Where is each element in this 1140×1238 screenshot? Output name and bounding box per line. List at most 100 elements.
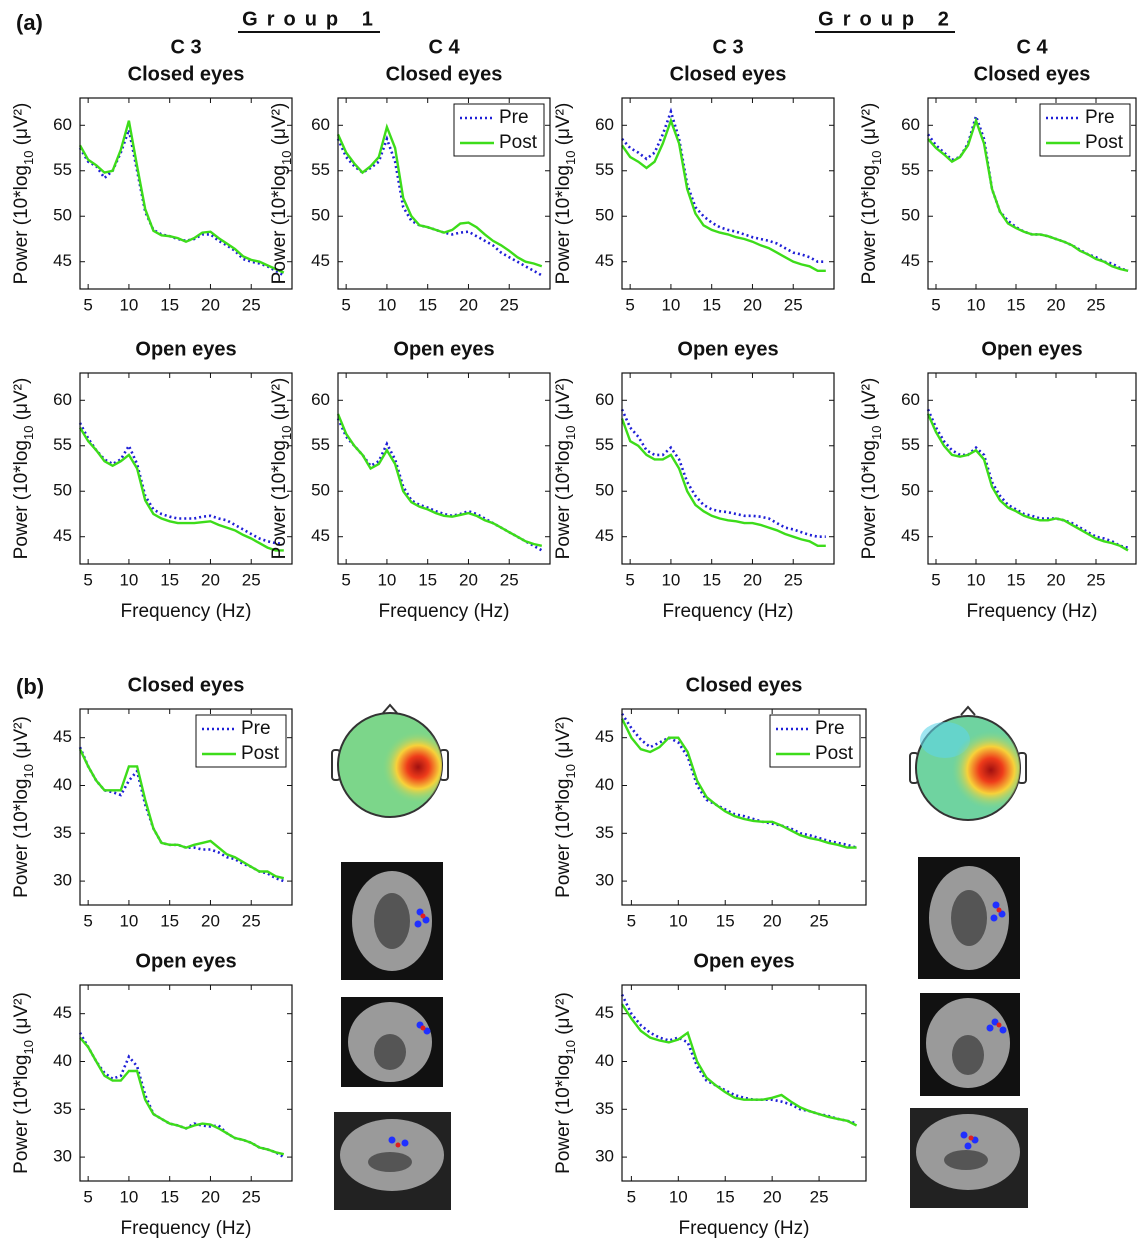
y-axis-label-part: (μV²) (859, 378, 880, 426)
series-line (620, 718, 857, 849)
chart-title: Closed eyes (128, 674, 245, 696)
x-tick-label: 5 (341, 295, 350, 314)
series-line (78, 748, 285, 880)
y-axis-label-part: Power (10*log (269, 165, 290, 284)
y-tick-label: 45 (595, 251, 614, 270)
y-tick-label: 30 (595, 1147, 614, 1166)
y-axis-label: Power (10*log10 (μV²) (859, 103, 884, 285)
x-tick-label: 20 (1047, 570, 1066, 589)
y-axis-label: Power (10*log10 (μV²) (11, 378, 36, 560)
series-line (927, 116, 1129, 272)
series-line (926, 408, 1129, 549)
x-tick-label: 15 (1007, 295, 1026, 314)
chart-title: Open eyes (981, 338, 1082, 360)
y-axis-label-part: (μV²) (553, 378, 574, 426)
y-axis-label-part: Power (10*log (11, 440, 32, 559)
legend-box (769, 714, 861, 768)
x-tick-label: 15 (418, 295, 437, 314)
y-axis-label-part: Power (10*log (11, 1055, 32, 1174)
x-axis-label: Frequency (Hz) (121, 601, 252, 622)
x-tick-label: 15 (160, 1187, 179, 1206)
topomap (331, 703, 449, 818)
y-tick-label: 60 (311, 115, 330, 134)
y-tick-label: 45 (901, 251, 920, 270)
panel-label: (b) (16, 674, 44, 699)
y-axis-label-part: Power (10*log (859, 165, 880, 284)
series-line (620, 1003, 858, 1127)
y-tick-label: 50 (595, 206, 614, 225)
y-axis-label-part: (μV²) (11, 378, 32, 426)
y-axis-label-part: 10 (21, 764, 36, 778)
series-line (336, 417, 543, 552)
y-axis-label-part: Power (10*log (553, 779, 574, 898)
mri-coronal (920, 993, 1020, 1096)
series-line (621, 107, 826, 263)
x-tick-label: 10 (967, 295, 986, 314)
legend-box (453, 103, 545, 157)
x-tick-label: 20 (763, 911, 782, 930)
mri-axial (341, 862, 443, 980)
y-axis-label-part: Power (10*log (553, 440, 574, 559)
y-tick-label: 60 (311, 390, 330, 409)
x-tick-label: 20 (459, 295, 478, 314)
x-tick-label: 15 (702, 570, 721, 589)
legend-label: Pre (499, 107, 529, 128)
y-axis-label: Power (10*log10 (μV²) (553, 992, 578, 1174)
legend-label: Post (1085, 132, 1124, 153)
y-axis-label-part: (μV²) (11, 716, 32, 764)
plot-frame (79, 984, 293, 1182)
y-tick-label: 40 (595, 1051, 614, 1070)
y-axis-label-part: Power (10*log (859, 440, 880, 559)
y-axis-label: Power (10*log10 (μV²) (11, 992, 36, 1174)
y-axis-label-part: Power (10*log (269, 440, 290, 559)
plot-frame (927, 372, 1137, 565)
y-tick-label: 50 (901, 206, 920, 225)
y-axis-label: Power (10*log10 (μV²) (553, 716, 578, 898)
legend-box (1039, 103, 1131, 157)
x-tick-label: 20 (201, 911, 220, 930)
legend-label: Pre (815, 718, 845, 739)
y-axis-label-part: 10 (563, 151, 578, 165)
x-tick-label: 5 (625, 570, 634, 589)
x-tick-label: 15 (1007, 570, 1026, 589)
x-tick-label: 5 (627, 1187, 636, 1206)
y-tick-label: 55 (595, 435, 614, 454)
y-tick-label: 35 (595, 1099, 614, 1118)
series-line (79, 1036, 285, 1156)
chart-title: Open eyes (135, 338, 236, 360)
y-axis-label-part: 10 (21, 426, 36, 440)
topomap (909, 705, 1027, 821)
y-axis-label-part: 10 (869, 151, 884, 165)
group-heading: Group 2 (818, 8, 958, 30)
x-tick-label: 10 (119, 911, 138, 930)
y-axis-label-part: Power (10*log (11, 779, 32, 898)
y-tick-label: 45 (901, 526, 920, 545)
y-axis-label-part: 10 (279, 426, 294, 440)
y-axis-label: Power (10*log10 (μV²) (553, 378, 578, 560)
x-tick-label: 25 (784, 295, 803, 314)
y-axis-label-part: (μV²) (553, 103, 574, 151)
mri-coronal (341, 997, 443, 1087)
y-axis-label-part: 10 (21, 151, 36, 165)
legend-label: Pre (241, 718, 271, 739)
x-tick-label: 5 (627, 911, 636, 930)
y-axis-label-part: (μV²) (553, 716, 574, 764)
legend-label: Post (815, 743, 854, 764)
plot-frame (79, 97, 293, 290)
x-tick-label: 5 (83, 295, 92, 314)
x-tick-label: 5 (625, 295, 634, 314)
x-tick-label: 10 (669, 911, 688, 930)
y-tick-label: 45 (53, 251, 72, 270)
plot-frame (927, 97, 1137, 290)
chart-title: Open eyes (693, 950, 794, 972)
y-tick-label: 55 (311, 160, 330, 179)
y-tick-label: 60 (53, 390, 72, 409)
y-tick-label: 35 (53, 823, 72, 842)
mri-sagittal (334, 1112, 451, 1210)
x-tick-label: 20 (201, 295, 220, 314)
plot-frame (79, 372, 293, 565)
y-tick-label: 50 (53, 481, 72, 500)
y-tick-label: 35 (53, 1099, 72, 1118)
x-tick-label: 5 (83, 911, 92, 930)
y-axis-label-part: (μV²) (11, 992, 32, 1040)
